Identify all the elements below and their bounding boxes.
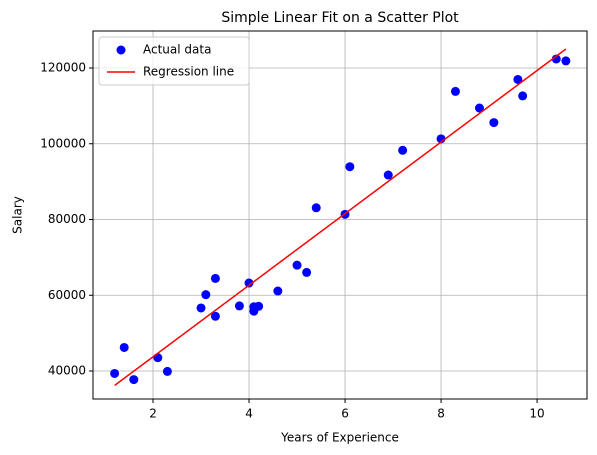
data-point (311, 203, 321, 213)
data-point (398, 145, 408, 155)
data-point (513, 74, 523, 84)
data-point (292, 260, 302, 270)
data-point (129, 375, 139, 385)
legend-label: Actual data (143, 43, 211, 57)
data-point (201, 290, 211, 300)
plot-frame (92, 30, 588, 400)
data-point (518, 91, 528, 101)
x-tick-label: 4 (245, 407, 253, 421)
data-point (254, 301, 264, 311)
x-tick-label: 8 (437, 407, 445, 421)
data-point (383, 170, 393, 180)
data-point (345, 162, 355, 172)
data-point (489, 118, 499, 128)
y-tick-label: 40000 (48, 363, 86, 377)
chart-title: Simple Linear Fit on a Scatter Plot (221, 10, 459, 26)
data-point (110, 368, 120, 378)
x-axis-label: Years of Experience (280, 431, 399, 445)
data-point (273, 286, 283, 296)
data-point (119, 342, 129, 352)
legend-swatch (116, 45, 126, 55)
data-point (162, 366, 172, 376)
data-point (153, 353, 163, 363)
y-tick-label: 100000 (40, 136, 86, 150)
legend-label: Regression line (143, 65, 234, 79)
y-axis-label: Salary (11, 196, 25, 234)
x-tick-label: 6 (341, 407, 349, 421)
y-tick-label: 80000 (48, 212, 86, 226)
data-point (450, 86, 460, 96)
data-point (210, 273, 220, 283)
data-point (551, 54, 561, 64)
x-tick-label: 2 (149, 407, 157, 421)
y-tick-label: 120000 (40, 61, 86, 75)
data-point (196, 303, 206, 313)
x-tick-label: 10 (529, 407, 544, 421)
data-point (244, 278, 254, 288)
y-tick-label: 60000 (48, 288, 86, 302)
regression-line (114, 48, 567, 387)
data-point (302, 267, 312, 277)
data-point (474, 103, 484, 113)
data-point (561, 56, 571, 66)
legend-box (98, 36, 250, 86)
legend: Actual data Regression line (98, 36, 250, 86)
data-point (210, 311, 220, 321)
data-point (234, 301, 244, 311)
